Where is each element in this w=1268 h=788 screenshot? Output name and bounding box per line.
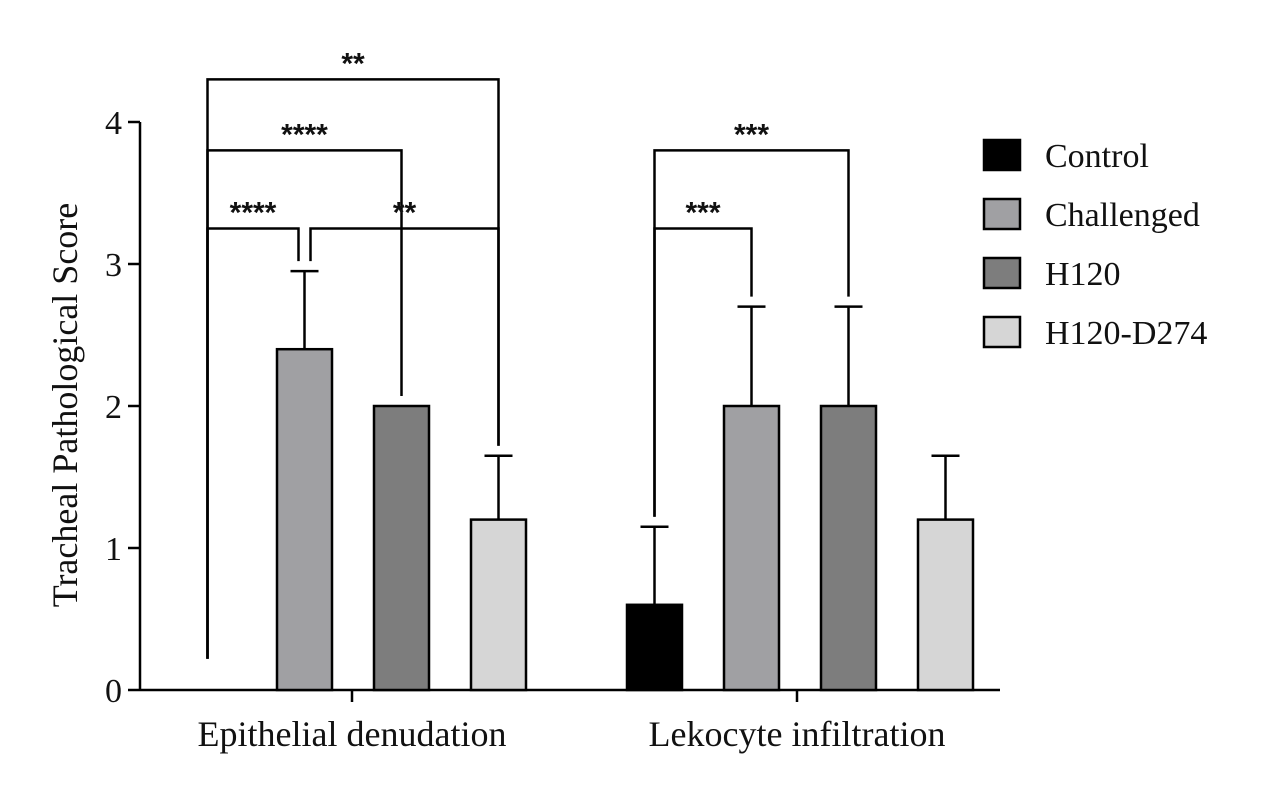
y-tick-label: 2 [105,389,122,426]
bar-challenged-0 [275,347,334,692]
x-axis: Epithelial denudation Lekocyte infiltrati… [140,688,1000,754]
bars-group [275,347,975,692]
y-tick-label: 1 [105,531,122,568]
significance-label: ** [393,197,417,230]
y-tick-label: 4 [105,105,122,142]
bar-h120-d274-0 [469,518,528,692]
bar-h120-0 [372,404,431,692]
significance-brackets: ********** ******** [206,47,850,659]
y-axis-label: Tracheal Pathological Score [45,203,85,608]
significance-label: **** [281,118,328,151]
significance-bracket [206,78,500,659]
significance-bracket [653,227,753,517]
bar-h120-1 [819,404,878,692]
significance-bracket [206,227,300,659]
legend-swatch-h120 [982,256,1022,290]
significance-label: **** [230,197,277,230]
bar-control-1 [625,603,684,692]
legend-label: Challenged [1045,197,1200,234]
bar-challenged-1 [722,404,781,692]
legend-label: H120 [1045,256,1121,293]
legend-label: Control [1045,138,1149,175]
legend-swatch-challenged [982,197,1022,231]
legend-swatch-control [982,138,1022,172]
y-tick-label: 0 [105,673,122,710]
bar-h120-d274-1 [916,518,975,692]
legend: Control Challenged H120 H120-D274 [982,138,1207,352]
y-axis: 0 1 2 3 4 [105,105,142,710]
significance-bracket [309,227,500,446]
legend-label: H120-D274 [1045,315,1207,352]
x-category-label: Lekocyte infiltration [649,714,946,754]
significance-label: *** [685,197,720,230]
significance-label: *** [734,118,769,151]
error-bars-group [290,269,960,605]
y-tick-label: 3 [105,247,122,284]
significance-label: ** [341,47,365,80]
x-category-label: Epithelial denudation [198,714,507,754]
legend-swatch-h120-d274 [982,315,1022,349]
